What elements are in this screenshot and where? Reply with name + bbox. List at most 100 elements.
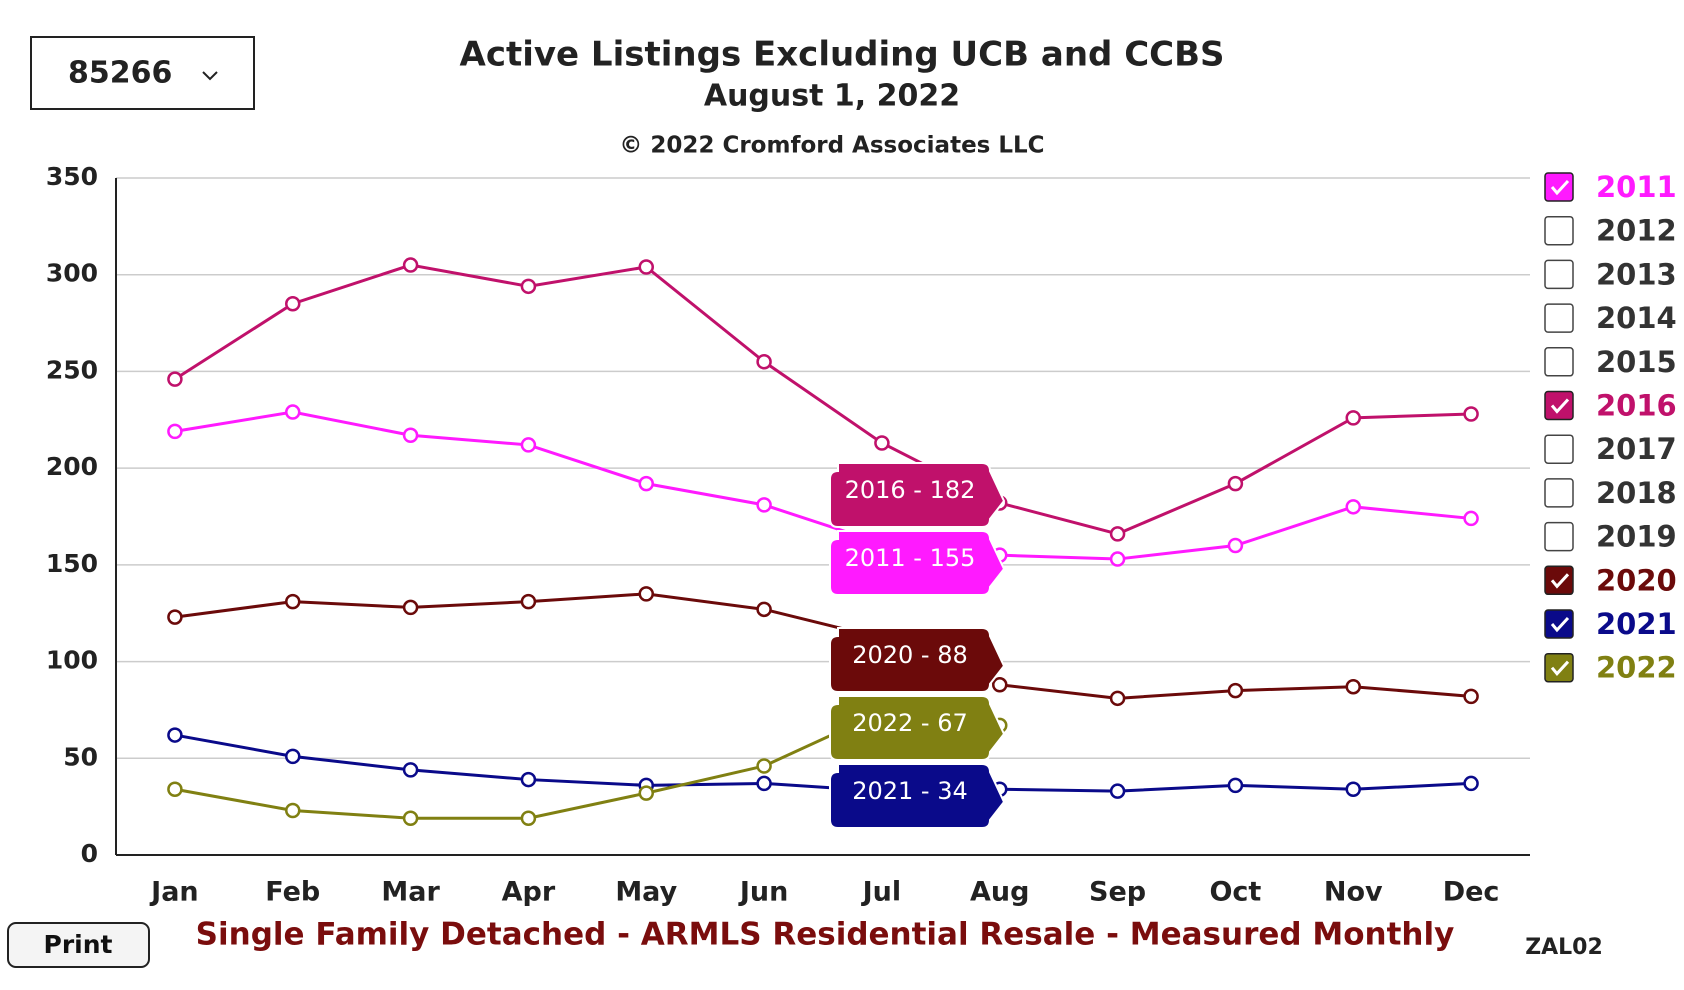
point (1463, 510, 1479, 527)
x-tick-label: Oct (1209, 877, 1261, 908)
point (520, 771, 537, 788)
legend-checkbox[interactable] (1544, 390, 1574, 421)
y-tick-label: 0 (81, 839, 98, 868)
x-tick-label: Feb (265, 877, 320, 908)
point (520, 593, 537, 610)
tooltip-label: 2011 - 155 (845, 544, 976, 572)
legend-label: 2018 (1596, 476, 1677, 510)
code: ZAL02 (1525, 935, 1603, 960)
legend-checkbox[interactable] (1544, 172, 1574, 202)
point (1227, 475, 1244, 492)
point (285, 802, 301, 819)
legend-label: 2022 (1596, 651, 1677, 685)
point (285, 748, 301, 765)
legend-check (1550, 660, 1570, 676)
point (167, 609, 183, 625)
y-tick-label: 150 (46, 549, 98, 578)
legend-checkbox[interactable] (1544, 652, 1574, 683)
legend-checkbox[interactable] (1544, 565, 1574, 596)
point (402, 810, 419, 826)
point (638, 586, 654, 602)
point (1463, 688, 1479, 705)
x-tick-label: Nov (1324, 877, 1383, 908)
tooltip-box (829, 763, 1006, 829)
point (285, 404, 301, 420)
legend-label: 2013 (1596, 257, 1677, 291)
tooltip-label: 2020 - 88 (852, 641, 968, 669)
point (285, 295, 301, 312)
legend-label: 2019 (1596, 520, 1677, 554)
y-tick-label: 350 (46, 162, 98, 191)
legend-check (1550, 398, 1570, 414)
legend-label: 2020 (1596, 563, 1677, 597)
tooltip-box (829, 462, 1006, 528)
x-tick-label: Dec (1443, 877, 1500, 908)
point (402, 599, 419, 616)
tooltip-box (829, 530, 1006, 596)
series-line (174, 592, 1472, 700)
legend-checkbox[interactable] (1544, 434, 1574, 464)
tooltip-label: 2022 - 67 (852, 709, 968, 737)
point (402, 427, 419, 444)
legend-label: 2012 (1596, 214, 1677, 248)
point (756, 601, 772, 618)
legend-checkbox[interactable] (1544, 521, 1574, 552)
legend-checkbox[interactable] (1544, 478, 1574, 508)
point (1109, 690, 1126, 707)
y-tick-label: 200 (46, 452, 98, 481)
tooltip: 2022 - 67 (829, 695, 1006, 761)
x-tick-label: Jun (738, 877, 789, 908)
y-tick-label: 50 (63, 742, 98, 771)
legend-checkbox[interactable] (1544, 347, 1574, 377)
point (520, 810, 537, 826)
point (167, 781, 183, 797)
x-tick-label: Jul (861, 877, 902, 908)
legend-checkbox[interactable] (1544, 259, 1574, 290)
point (992, 677, 1008, 693)
legend-label: 2016 (1596, 389, 1677, 423)
legend-label: 2017 (1596, 432, 1677, 466)
point (402, 257, 419, 273)
zip-value: 85266 (68, 56, 172, 91)
series-line (174, 733, 1472, 793)
print-button[interactable] (7, 922, 150, 968)
point (756, 354, 772, 370)
point (520, 278, 537, 295)
point (1227, 777, 1244, 794)
tooltip-label: 2016 - 182 (845, 476, 976, 504)
point (402, 762, 419, 778)
chart-subtitle: August 1, 2022 (704, 79, 960, 114)
point (1227, 537, 1244, 554)
legend-check (1550, 616, 1570, 633)
point (1345, 499, 1361, 515)
legend-label: 2014 (1596, 301, 1677, 335)
x-tick-label: Mar (381, 877, 440, 908)
point (874, 435, 890, 451)
point (638, 475, 654, 492)
chart-title: Active Listings Excluding UCB and CCBS (460, 35, 1225, 75)
point (756, 497, 772, 513)
x-tick-label: May (615, 877, 677, 908)
point (285, 593, 301, 610)
point (167, 423, 183, 440)
x-tick-label: Aug (970, 877, 1029, 908)
point (1463, 406, 1479, 422)
tooltip-box (829, 627, 1006, 693)
legend-checkbox[interactable] (1544, 303, 1574, 333)
point (167, 371, 183, 387)
legend-checkbox[interactable] (1544, 609, 1574, 639)
copyright: © 2022 Cromford Associates LLC (619, 133, 1044, 159)
x-tick-label: Jan (149, 877, 199, 908)
point (638, 785, 654, 801)
point (167, 727, 183, 743)
point (1345, 781, 1361, 797)
point (1345, 678, 1361, 695)
y-tick-label: 300 (46, 259, 98, 288)
tooltip-box (829, 695, 1006, 761)
legend-checkbox[interactable] (1544, 215, 1574, 246)
y-tick-label: 250 (46, 355, 98, 384)
tooltip: 2020 - 88 (829, 627, 1006, 693)
x-tick-label: Apr (502, 877, 556, 908)
